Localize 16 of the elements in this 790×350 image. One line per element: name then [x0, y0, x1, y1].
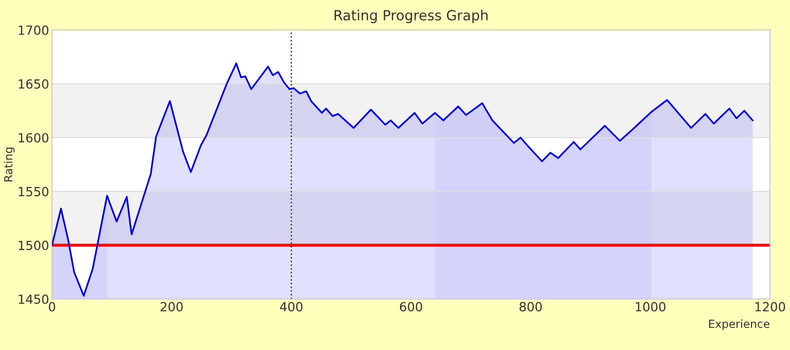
y-tick-label: 1450: [18, 294, 48, 304]
x-tick-label: 1200: [755, 302, 786, 312]
x-tick-label: 1000: [636, 302, 666, 312]
x-tick-label: 0: [48, 302, 56, 312]
chart-title: Rating Progress Graph: [334, 10, 488, 24]
y-axis-title: Rating: [4, 148, 15, 182]
x-tick-label: 800: [520, 302, 542, 312]
y-tick-label: 1500: [18, 240, 48, 250]
y-tick-label: 1700: [18, 25, 48, 35]
y-tick-label: 1600: [18, 133, 48, 143]
x-tick-label: 400: [280, 302, 302, 312]
y-tick-label: 1650: [18, 79, 48, 89]
x-tick-label: 200: [160, 302, 183, 312]
y-tick-label: 1550: [18, 186, 48, 196]
x-axis-title: Experience: [709, 319, 770, 330]
x-tick-label: 600: [400, 302, 422, 312]
